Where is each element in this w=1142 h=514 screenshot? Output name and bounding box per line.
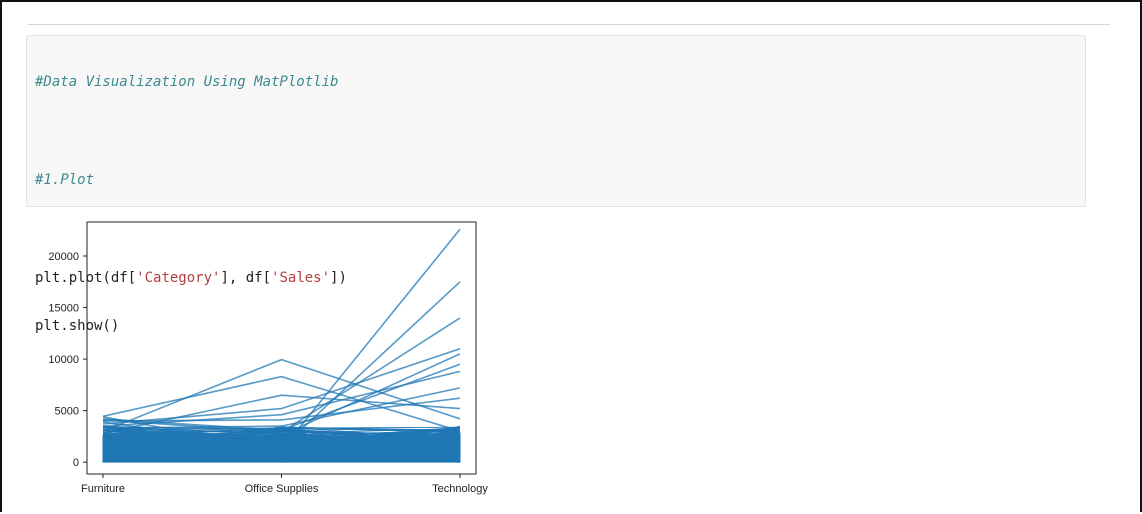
y-tick-label: 0 <box>73 457 79 469</box>
series-line-highlight-6 <box>102 348 461 425</box>
code-editor[interactable]: #Data Visualization Using MatPlotlib #1.… <box>35 42 347 366</box>
line-chart: 0 5000 10000 15000 20000 Furniture Office Supp… <box>48 221 488 495</box>
code-comment-title: #Data Visualization Using MatPlotlib <box>35 74 339 90</box>
x-tick-label: Office Supplies <box>245 483 319 495</box>
series-line-highlight-4 <box>102 358 461 432</box>
code-line-plot: plt.plot(df['Category'], df['Sales']) <box>35 270 347 286</box>
series-line-highlight-8 <box>102 370 461 427</box>
series-line-highlight-11 <box>102 397 461 422</box>
cell-output: 0 5000 10000 15000 20000 Furniture Office Supp… <box>2 214 522 514</box>
series-line-highlight-2 <box>102 281 461 449</box>
series-line-highlight-1 <box>102 228 461 451</box>
y-tick-label: 5000 <box>55 406 79 418</box>
x-tick-label: Technology <box>432 483 488 495</box>
cell-divider <box>28 24 1110 25</box>
code-cell[interactable]: #Data Visualization Using MatPlotlib #1.… <box>26 35 1086 334</box>
series-line-highlight-10 <box>102 387 461 429</box>
y-tick-label: 15000 <box>48 303 79 315</box>
series-line-highlight-12 <box>102 353 461 438</box>
y-tick-label: 10000 <box>48 354 79 366</box>
series-line <box>102 426 461 439</box>
x-tick-label: Furniture <box>81 483 125 495</box>
code-line-show: plt.show() <box>35 318 120 334</box>
series-line-highlight-3 <box>102 317 461 434</box>
code-comment-step: #1.Plot <box>35 172 95 188</box>
series-line-highlight-5 <box>102 375 461 432</box>
y-tick-label: 20000 <box>48 251 79 263</box>
